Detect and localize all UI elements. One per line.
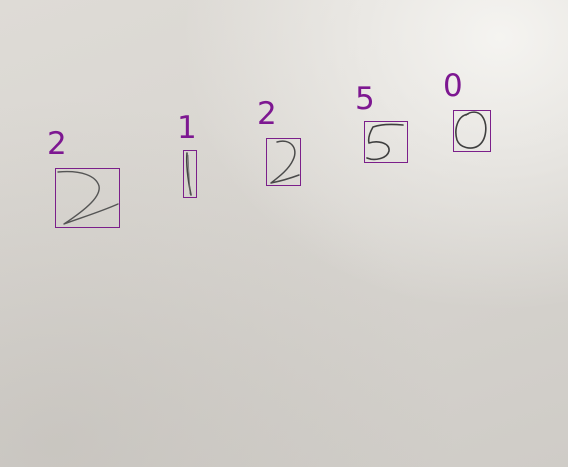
handwritten-digit-2-small <box>270 140 300 184</box>
detection-label: 2 <box>47 126 67 162</box>
detection-box <box>266 138 301 186</box>
detection-label: 5 <box>355 81 375 117</box>
detection-label: 1 <box>177 110 197 146</box>
detection-label: 2 <box>257 96 277 132</box>
detection-box <box>364 121 408 163</box>
handwritten-digit-2-large <box>57 170 119 225</box>
handwritten-digit-0 <box>455 111 487 149</box>
handwritten-digit-1 <box>185 152 192 196</box>
detection-box <box>55 168 120 228</box>
detection-label: 0 <box>443 68 463 104</box>
detection-box <box>183 150 197 198</box>
handwritten-digit-5 <box>366 123 404 161</box>
detection-box <box>453 110 491 152</box>
